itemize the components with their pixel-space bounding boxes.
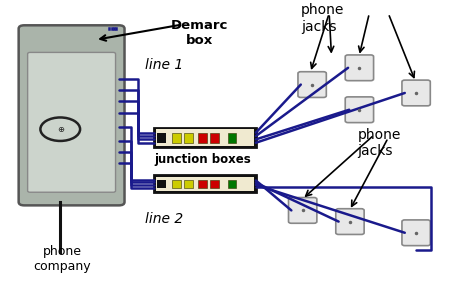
Text: phone
jacks: phone jacks <box>301 3 344 34</box>
Bar <box>156 129 254 146</box>
Bar <box>155 175 256 192</box>
Bar <box>198 180 207 188</box>
Bar <box>155 128 256 148</box>
FancyBboxPatch shape <box>18 25 125 205</box>
FancyBboxPatch shape <box>336 209 364 234</box>
Text: line 2: line 2 <box>145 212 183 226</box>
Bar <box>157 180 165 188</box>
Bar <box>210 180 219 188</box>
FancyBboxPatch shape <box>402 220 430 246</box>
Text: Demarc
box: Demarc box <box>171 19 228 47</box>
Bar <box>198 133 207 142</box>
FancyBboxPatch shape <box>345 97 374 123</box>
FancyBboxPatch shape <box>289 198 317 223</box>
Bar <box>157 133 165 142</box>
FancyBboxPatch shape <box>345 55 374 81</box>
FancyBboxPatch shape <box>27 53 116 192</box>
Text: junction boxes: junction boxes <box>155 153 251 166</box>
Text: ⊕: ⊕ <box>57 125 64 134</box>
Bar <box>210 133 219 142</box>
Bar <box>228 133 236 142</box>
Text: line 1: line 1 <box>145 58 183 72</box>
Bar <box>172 133 181 142</box>
Text: phone
company: phone company <box>33 245 91 273</box>
Bar <box>172 180 181 188</box>
Bar <box>184 133 192 142</box>
Text: phone
jacks: phone jacks <box>357 128 401 158</box>
Bar <box>184 180 192 188</box>
Bar <box>228 180 236 188</box>
FancyBboxPatch shape <box>298 72 326 98</box>
FancyBboxPatch shape <box>402 80 430 106</box>
Bar <box>156 176 254 191</box>
